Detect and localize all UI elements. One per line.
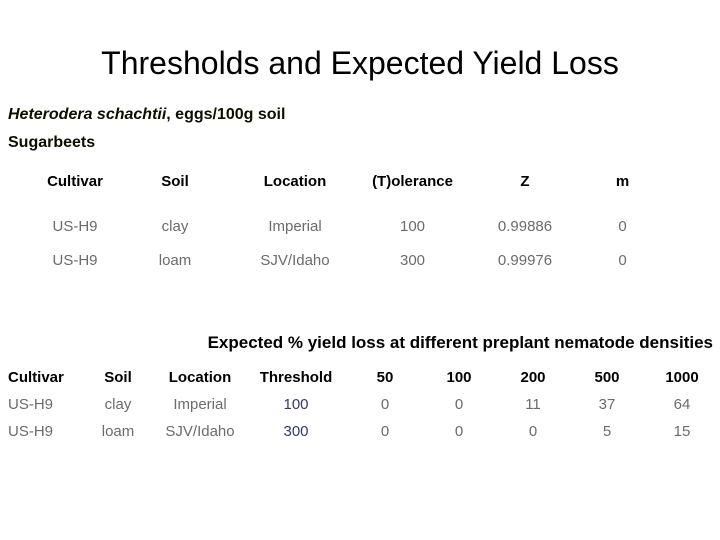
cell-soil: clay xyxy=(161,217,189,235)
cell-loss-500: 5 xyxy=(602,423,612,440)
cell-loss-500: 37 xyxy=(598,396,616,413)
cell-loss-50: 0 xyxy=(380,396,390,413)
cell-loss-200: 0 xyxy=(528,423,538,440)
slide-title: Thresholds and Expected Yield Loss xyxy=(101,45,619,81)
subtitle-rest: , eggs/100g soil xyxy=(166,106,286,123)
subtitle-line2: Sugarbeets xyxy=(8,134,96,151)
cell-loss-1000: 15 xyxy=(673,423,691,440)
cell-soil: clay xyxy=(104,396,132,413)
header-cell-density-500: 500 xyxy=(594,368,620,386)
cell-loss-100: 0 xyxy=(454,396,464,413)
cell-cultivar: US-H9 xyxy=(52,251,98,269)
header-cell-m: m xyxy=(615,172,630,190)
table-row: US-H9 loam SJV/Idaho 300 0.99976 0 xyxy=(40,243,670,277)
cell-m: 0 xyxy=(618,217,627,235)
cell-loss-100: 0 xyxy=(454,423,464,440)
cell-loss-1000: 64 xyxy=(673,396,691,413)
cell-m: 0 xyxy=(618,251,627,269)
header-cell-soil: Soil xyxy=(104,368,132,386)
cell-location: SJV/Idaho xyxy=(165,423,235,440)
table-header-row: Cultivar Soil Location Threshold 50 100 … xyxy=(0,363,720,391)
header-cell-location: Location xyxy=(263,172,327,190)
subtitle-line: Heterodera schachtii, eggs/100g soil xyxy=(8,106,285,124)
header-cell-density-200: 200 xyxy=(520,368,546,386)
header-cell-tolerance: (T)olerance xyxy=(372,172,453,190)
header-cell-z: Z xyxy=(520,172,530,190)
cell-cultivar: US-H9 xyxy=(8,423,54,440)
cell-threshold: 100 xyxy=(283,396,309,413)
cell-location: Imperial xyxy=(173,396,227,413)
cell-cultivar: US-H9 xyxy=(52,217,98,235)
cell-z: 0.99976 xyxy=(497,251,553,269)
table-header-row: Cultivar Soil Location (T)olerance Z m xyxy=(40,166,670,196)
cell-tolerance: 100 xyxy=(399,217,426,235)
tolerance-table: Cultivar Soil Location (T)olerance Z m U… xyxy=(40,166,670,277)
cell-cultivar: US-H9 xyxy=(8,396,54,413)
cell-threshold: 300 xyxy=(283,423,309,440)
yield-loss-table: Cultivar Soil Location Threshold 50 100 … xyxy=(0,363,720,445)
cell-soil: loam xyxy=(158,251,192,269)
cell-loss-50: 0 xyxy=(380,423,390,440)
header-cell-density-100: 100 xyxy=(446,368,472,386)
cell-tolerance: 300 xyxy=(399,251,426,269)
header-cell-cultivar: Cultivar xyxy=(8,368,64,386)
cell-location: Imperial xyxy=(268,217,322,235)
header-cell-location: Location xyxy=(168,368,232,386)
header-cell-cultivar: Cultivar xyxy=(47,172,103,190)
header-cell-soil: Soil xyxy=(161,172,189,190)
cell-soil: loam xyxy=(101,423,135,440)
table-row: US-H9 clay Imperial 100 0.99886 0 xyxy=(40,209,670,243)
table-row: US-H9 loam SJV/Idaho 300 0 0 0 5 15 xyxy=(0,418,720,445)
cell-z: 0.99886 xyxy=(497,217,553,235)
table-row: US-H9 clay Imperial 100 0 0 11 37 64 xyxy=(0,391,720,418)
species-name: Heterodera schachtii xyxy=(8,106,167,123)
header-cell-threshold: Threshold xyxy=(259,368,333,386)
header-cell-density-1000: 1000 xyxy=(665,368,699,386)
cell-loss-200: 11 xyxy=(525,396,541,413)
spacer-row xyxy=(40,196,670,209)
section-heading: Expected % yield loss at different prepl… xyxy=(207,333,713,352)
cell-location: SJV/Idaho xyxy=(260,251,330,269)
header-cell-density-50: 50 xyxy=(376,368,394,386)
